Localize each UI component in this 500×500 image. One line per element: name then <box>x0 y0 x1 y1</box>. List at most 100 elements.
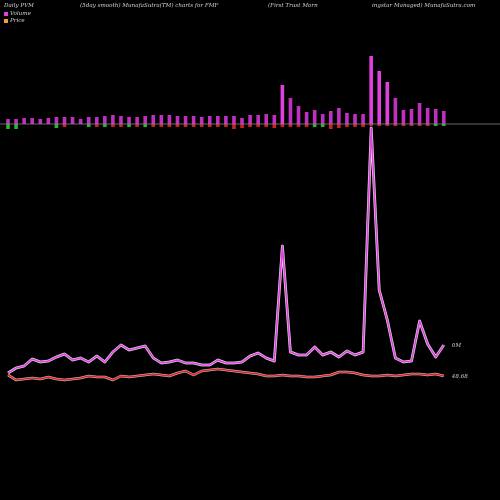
volume-bar-top-49 <box>401 110 406 124</box>
volume-bar-bottom-22 <box>183 124 188 127</box>
price-line <box>7 368 444 381</box>
volume-bar-top-41 <box>337 108 341 124</box>
volume-bar-bottom-52 <box>425 124 430 126</box>
volume-bar-top-39 <box>320 114 325 124</box>
volume-bar-bottom-0 <box>6 124 10 129</box>
volume-bar-bottom-13 <box>111 124 115 127</box>
volume-bar-bottom-25 <box>207 124 212 127</box>
volume-bar-bottom-44 <box>361 124 365 127</box>
volume-bar-bottom-15 <box>127 124 131 127</box>
volume-bar-top-19 <box>159 115 164 124</box>
volume-bar-top-43 <box>353 114 357 124</box>
volume-bar-top-25 <box>207 116 212 124</box>
volume-bar-top-15 <box>127 117 131 124</box>
volume-bar-top-11 <box>94 117 99 124</box>
volume-bar-bottom-10 <box>86 124 91 127</box>
volume-bar-bottom-31 <box>256 124 260 127</box>
header-fund-name: (First Trust Morn <box>268 3 318 9</box>
volume-bar-bottom-12 <box>103 124 107 127</box>
volume-bar-top-31 <box>256 115 260 124</box>
volume-bar-top-38 <box>312 110 317 124</box>
volume-bar-top-30 <box>248 115 252 124</box>
volume-bar-top-13 <box>111 115 115 124</box>
volume-line <box>7 127 445 374</box>
volume-bar-bottom-29 <box>240 124 244 128</box>
volume-bar-top-42 <box>345 113 349 124</box>
volume-bar-bottom-19 <box>159 124 164 127</box>
volume-bar-bottom-40 <box>329 124 333 129</box>
legend-price: Price <box>4 18 25 24</box>
volume-bar-top-12 <box>103 116 107 124</box>
volume-bar-top-20 <box>167 115 172 124</box>
volume-bar-bottom-47 <box>385 124 390 126</box>
price-value-label: 48.68 <box>451 374 468 380</box>
legend-price-label: Price <box>10 18 25 24</box>
volume-bar-bottom-7 <box>62 124 67 127</box>
volume-bar-bottom-41 <box>337 124 341 128</box>
header-subtitle: (5day smooth) MunafaSutra(TM) charts for… <box>80 3 219 9</box>
header-title: Daily PVM <box>4 3 34 9</box>
volume-bar-bottom-53 <box>433 124 438 126</box>
volume-bar-top-7 <box>62 117 67 124</box>
volume-bar-top-34 <box>280 85 285 124</box>
volume-bar-bottom-17 <box>143 124 147 127</box>
volume-bar-bottom-30 <box>248 124 252 127</box>
volume-bar-top-45 <box>369 56 373 124</box>
volume-bar-top-0 <box>6 119 10 124</box>
volume-bar-top-36 <box>296 106 301 124</box>
volume-bar-bottom-42 <box>345 124 349 127</box>
volume-bar-bottom-51 <box>417 124 422 126</box>
volume-bar-top-46 <box>377 71 382 124</box>
legend-volume-label: Volume <box>10 11 31 17</box>
volume-bar-top-16 <box>135 117 139 124</box>
volume-bar-top-54 <box>441 111 446 124</box>
volume-bar-bottom-34 <box>280 124 285 127</box>
volume-bar-top-3 <box>30 118 35 124</box>
volume-bar-top-52 <box>425 108 430 124</box>
volume-bar-top-2 <box>22 118 26 124</box>
volume-bar-bottom-35 <box>288 124 293 127</box>
volume-bar-bottom-45 <box>369 124 373 126</box>
volume-bar-top-35 <box>288 98 293 124</box>
legend-price-swatch <box>4 18 8 23</box>
volume-bar-bottom-32 <box>264 124 269 127</box>
volume-bar-bottom-39 <box>320 124 325 127</box>
legend-volume-swatch <box>4 11 8 16</box>
volume-bar-bottom-23 <box>191 124 196 127</box>
volume-bar-bottom-43 <box>353 124 357 127</box>
volume-bar-bottom-50 <box>409 124 414 126</box>
volume-bar-top-24 <box>199 117 204 124</box>
volume-bar-top-23 <box>191 116 196 124</box>
volume-bar-top-8 <box>70 117 75 124</box>
header-source: ingstar Managed) MunafaSutra.com <box>372 3 476 9</box>
volume-bar-bottom-37 <box>304 124 309 127</box>
volume-bar-bottom-49 <box>401 124 406 126</box>
volume-bar-top-32 <box>264 114 269 124</box>
volume-bar-bottom-28 <box>232 124 236 129</box>
volume-line-halo <box>7 126 445 375</box>
volume-bar-top-9 <box>78 119 83 124</box>
volume-bar-top-29 <box>240 118 244 124</box>
volume-bar-top-17 <box>143 116 147 124</box>
volume-bar-top-14 <box>119 116 123 124</box>
legend-volume: Volume <box>4 11 31 17</box>
volume-bar-bottom-27 <box>224 124 228 127</box>
volume-bar-top-27 <box>224 116 228 124</box>
volume-bar-bottom-24 <box>199 124 204 127</box>
volume-bar-bottom-14 <box>119 124 123 127</box>
volume-bar-bottom-33 <box>272 124 277 128</box>
volume-bar-top-47 <box>385 82 390 124</box>
volume-bar-bottom-54 <box>441 124 446 126</box>
volume-bar-bottom-46 <box>377 124 382 126</box>
volume-bar-bottom-11 <box>94 124 99 127</box>
volume-value-label: 0M <box>452 343 462 349</box>
volume-bar-bottom-48 <box>393 124 398 126</box>
volume-bar-top-33 <box>272 115 277 124</box>
volume-bar-bottom-1 <box>14 124 18 129</box>
volume-bar-top-5 <box>46 118 51 124</box>
volume-bar-top-6 <box>54 117 59 124</box>
volume-bar-bottom-18 <box>151 124 156 127</box>
volume-bar-bottom-36 <box>296 124 301 127</box>
